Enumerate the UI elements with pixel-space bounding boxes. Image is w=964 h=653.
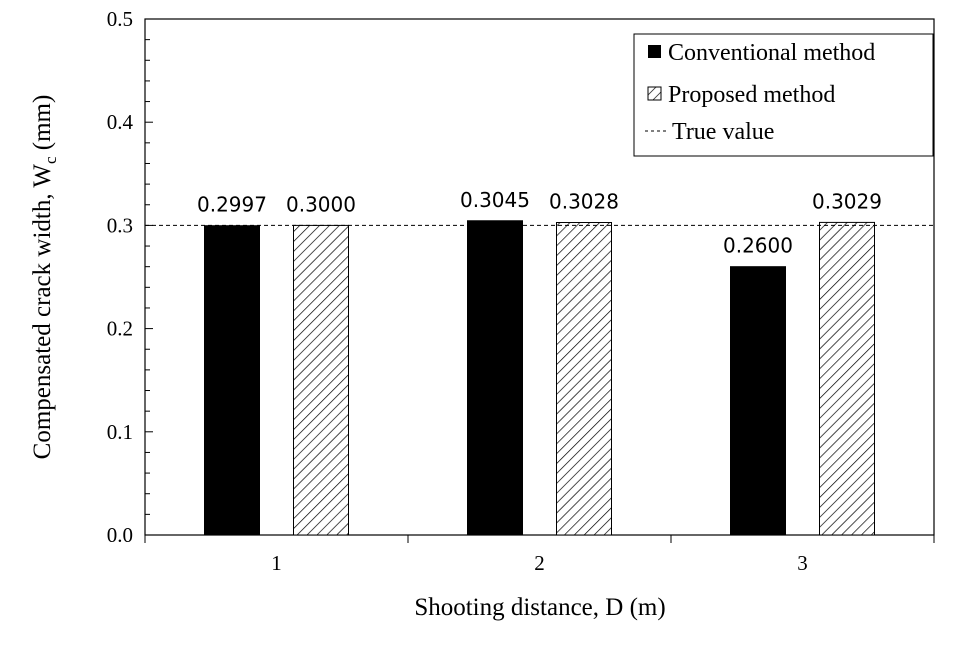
x-tick-label-3: 3 <box>797 551 808 575</box>
bar-conventional-3 <box>730 266 786 536</box>
y-tick-label: 0.3 <box>107 213 133 237</box>
data-label-proposed-1: 0.3000 <box>286 192 356 216</box>
bars-group <box>204 220 875 536</box>
bar-conventional-2 <box>467 220 523 536</box>
legend-swatch-proposed <box>647 86 662 101</box>
data-label-proposed-3: 0.3029 <box>812 189 882 213</box>
x-tick-label-1: 1 <box>271 551 282 575</box>
y-tick-label: 0.1 <box>107 420 133 444</box>
plot-area <box>144 18 935 536</box>
y-axis-title-unit: (mm) <box>29 95 56 157</box>
legend-label-proposed: Proposed method <box>668 82 835 108</box>
data-label-conventional-2: 0.3045 <box>460 188 530 212</box>
legend-box <box>633 33 934 157</box>
axes-group: 0.0 0.1 0.2 0.3 0.4 0.5 1 2 3 <box>107 7 935 575</box>
bar-proposed-3 <box>819 221 875 536</box>
legend-swatch-conventional <box>648 45 661 58</box>
y-axis-title: Compensated crack width, Wc (mm) <box>29 95 60 460</box>
bar-proposed-2 <box>556 222 612 536</box>
y-axis-title-main: Compensated crack width, W <box>29 164 56 460</box>
data-label-conventional-3: 0.2600 <box>723 234 793 258</box>
data-labels-group: 0.2997 0.3000 0.3045 0.3028 0.2600 0.3029 <box>197 188 882 258</box>
y-tick-label: 0.5 <box>107 7 133 31</box>
plot-border <box>144 18 935 536</box>
legend-label-conventional: Conventional method <box>668 40 875 66</box>
x-tick-label-2: 2 <box>534 551 545 575</box>
legend: Conventional method Proposed method True… <box>633 33 934 157</box>
bar-proposed-1 <box>293 224 349 536</box>
y-tick-label: 0.4 <box>107 110 134 134</box>
y-tick-label: 0.2 <box>107 317 133 341</box>
x-axis-title: Shooting distance, D (m) <box>414 594 665 621</box>
data-label-conventional-1: 0.2997 <box>197 193 267 217</box>
bar-conventional-1 <box>204 225 260 536</box>
legend-label-true-value: True value <box>672 119 774 145</box>
data-label-proposed-2: 0.3028 <box>549 190 619 214</box>
y-axis-title-subscript: c <box>41 156 60 164</box>
y-tick-label: 0.0 <box>107 523 133 547</box>
